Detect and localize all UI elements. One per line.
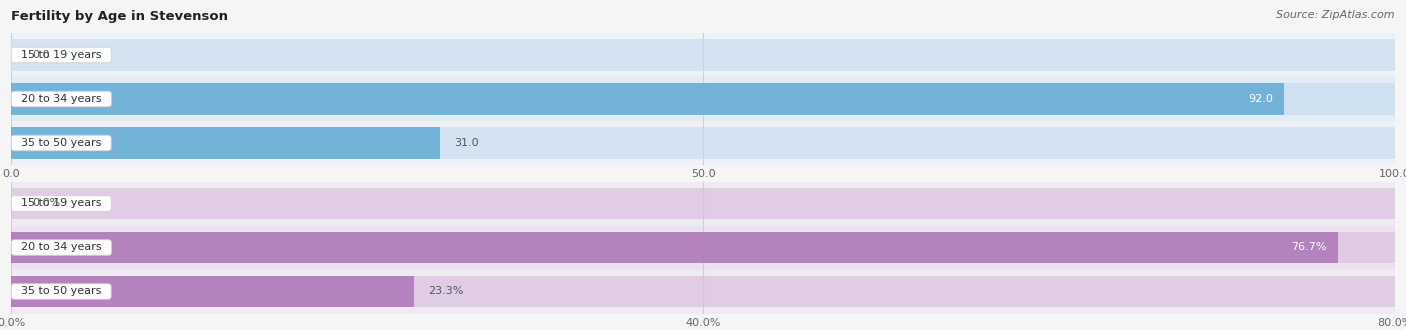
Bar	[11, 232, 1395, 263]
Bar	[11, 276, 415, 307]
Text: 76.7%: 76.7%	[1291, 243, 1327, 252]
Text: 20 to 34 years: 20 to 34 years	[14, 94, 108, 104]
Bar	[11, 188, 1395, 219]
Bar	[11, 182, 1395, 225]
Text: Source: ZipAtlas.com: Source: ZipAtlas.com	[1277, 10, 1395, 20]
Text: 20 to 34 years: 20 to 34 years	[14, 243, 108, 252]
Text: 15 to 19 years: 15 to 19 years	[14, 50, 108, 60]
Bar	[11, 127, 440, 159]
Bar	[11, 83, 1395, 115]
Text: Fertility by Age in Stevenson: Fertility by Age in Stevenson	[11, 10, 228, 23]
Bar	[11, 83, 1284, 115]
Bar	[11, 33, 1395, 77]
Text: 31.0: 31.0	[454, 138, 478, 148]
Text: 0.0: 0.0	[32, 50, 49, 60]
Text: 92.0: 92.0	[1249, 94, 1272, 104]
Bar	[11, 270, 1395, 313]
Bar	[11, 127, 1395, 159]
Bar	[11, 232, 1337, 263]
Bar	[11, 77, 1395, 121]
Text: 15 to 19 years: 15 to 19 years	[14, 199, 108, 209]
Bar	[11, 121, 1395, 165]
Bar	[11, 39, 1395, 71]
Text: 35 to 50 years: 35 to 50 years	[14, 138, 108, 148]
Bar	[11, 225, 1395, 270]
Text: 23.3%: 23.3%	[427, 286, 464, 296]
Text: 0.0%: 0.0%	[32, 199, 60, 209]
Bar	[11, 276, 1395, 307]
Text: 35 to 50 years: 35 to 50 years	[14, 286, 108, 296]
